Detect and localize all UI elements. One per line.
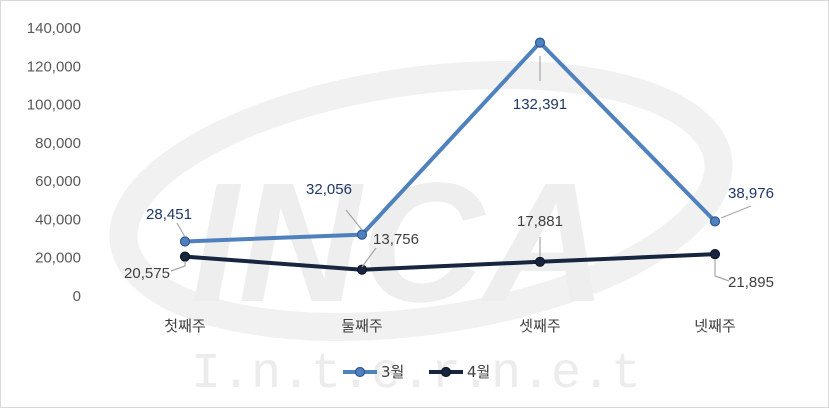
series-line-2 (183, 252, 717, 272)
data-label-leader (361, 247, 377, 268)
x-category-label: 넷째주 (694, 317, 735, 335)
watermark-logo: INCA (191, 148, 607, 338)
x-axis: 첫째주 둘째주 셋째주 넷째주 (164, 317, 735, 335)
y-tick-label: 140,000 (27, 20, 81, 37)
y-tick-label: 120,000 (27, 58, 81, 75)
data-label: 13,756 (373, 231, 419, 248)
data-point (534, 37, 546, 48)
y-tick-label: 40,000 (35, 211, 81, 228)
y-tick-label: 100,000 (27, 97, 81, 114)
data-point (179, 236, 191, 247)
data-label: 17,881 (517, 213, 563, 230)
x-category-label: 둘째주 (341, 317, 382, 335)
data-point (709, 216, 721, 227)
data-label: 38,976 (728, 185, 774, 202)
series-lines (179, 37, 721, 275)
data-labels: 28,451 32,056 132,391 38,976 20,575 13,756 17,… (124, 56, 774, 291)
data-point (356, 229, 368, 240)
x-category-label: 셋째주 (519, 317, 560, 335)
y-tick-label: 60,000 (35, 173, 81, 190)
data-point (179, 251, 191, 262)
y-tick-label: 0 (73, 288, 81, 305)
y-tick-label: 80,000 (35, 135, 81, 152)
data-label-leader (176, 222, 186, 238)
data-label: 21,895 (728, 274, 774, 291)
watermark-swoosh (109, 61, 733, 341)
data-label-leader (720, 205, 752, 219)
data-label-leader (714, 259, 730, 282)
legend-swatch-marker (354, 366, 366, 378)
data-label: 132,391 (513, 96, 567, 113)
series-line-1 (183, 40, 717, 244)
data-point (709, 249, 721, 260)
watermark-text: I.n.t.e.r.n.e.t (191, 346, 641, 403)
y-axis: 0 20,000 40,000 60,000 80,000 100,000 120,000 1… (27, 20, 81, 305)
legend-label: 4월 (467, 363, 490, 381)
data-label: 20,575 (124, 265, 170, 282)
data-label: 28,451 (146, 206, 192, 223)
data-label-leader (345, 209, 363, 231)
legend-label: 3월 (381, 363, 404, 381)
y-tick-label: 20,000 (35, 250, 81, 267)
x-category-label: 첫째주 (164, 317, 205, 335)
data-label: 32,056 (306, 181, 352, 198)
data-label-leader (170, 261, 186, 272)
legend-swatch-marker (440, 366, 452, 378)
data-point (356, 264, 368, 275)
legend: 3월 4월 (343, 363, 490, 381)
watermark: INCA I.n.t.e.r.n.e.t (109, 61, 733, 403)
data-point (534, 256, 546, 267)
